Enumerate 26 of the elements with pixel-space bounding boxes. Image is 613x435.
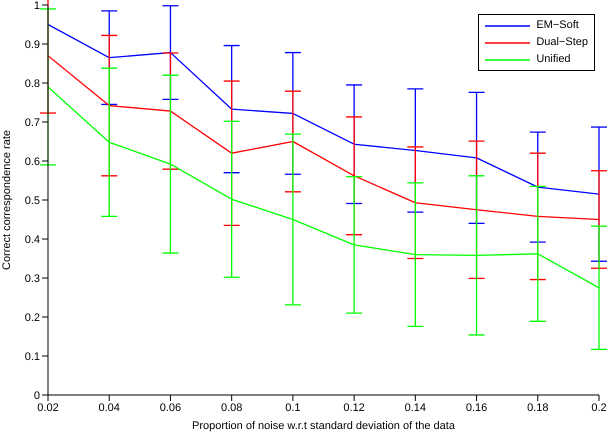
legend-label: EM−Soft <box>536 18 579 33</box>
legend-label: Unified <box>536 52 571 67</box>
y-tick-label: 0 <box>34 390 40 402</box>
x-tick-label: 0.02 <box>37 402 59 414</box>
y-tick-label: 0.6 <box>24 156 40 168</box>
y-axis-title: Correct correspondence rate <box>0 130 13 270</box>
x-tick-label: 0.18 <box>527 402 548 414</box>
x-tick-label: 0.08 <box>220 402 242 414</box>
y-tick-label: 0.7 <box>24 116 40 129</box>
x-tick-label: 0.1 <box>285 402 301 414</box>
x-tick-label: 0.2 <box>591 402 607 414</box>
legend-label: Dual−Step <box>536 35 588 50</box>
y-tick-label: 1 <box>34 0 40 12</box>
y-tick-label: 0.2 <box>24 312 40 324</box>
y-tick-label: 0.8 <box>24 78 40 90</box>
x-tick-label: 0.04 <box>98 402 120 414</box>
x-tick-label: 0.16 <box>466 402 488 414</box>
x-tick-label: 0.06 <box>160 402 182 414</box>
x-tick-label: 0.12 <box>343 402 365 414</box>
y-tick-label: 0.1 <box>24 350 40 363</box>
x-tick-label: 0.14 <box>404 402 426 414</box>
y-tick-label: 0.5 <box>24 194 40 207</box>
y-tick-label: 0.4 <box>24 234 40 246</box>
y-tick-label: 0.9 <box>24 38 40 51</box>
x-axis-title: Proportion of noise w.r.t standard deviation of the data <box>192 420 456 432</box>
y-tick-label: 0.3 <box>24 272 40 285</box>
